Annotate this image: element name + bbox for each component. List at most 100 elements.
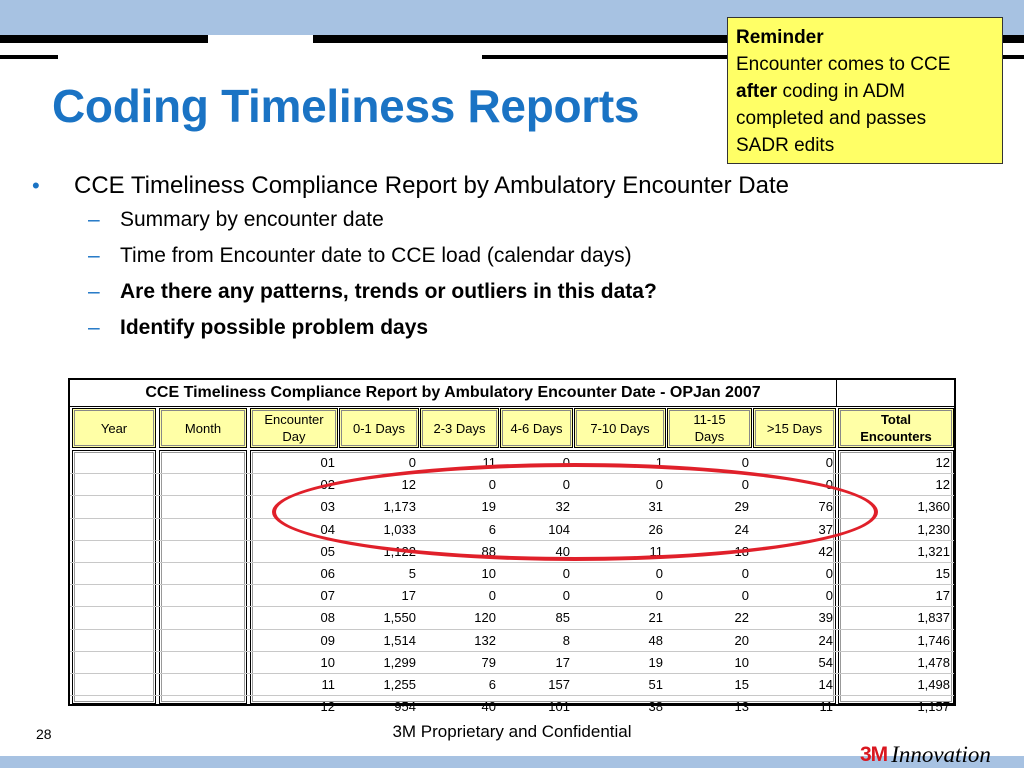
header-year: Year	[72, 408, 156, 448]
total-column-frame	[838, 450, 954, 704]
cell-15plus-days: 24	[818, 632, 833, 648]
table-row: 07 17 0 0 0 0 0 17	[70, 585, 954, 608]
cell-total-encounters: 12	[935, 455, 950, 470]
cell-11-15-days: 20	[734, 632, 749, 648]
cell-4-6-days: 157	[548, 676, 570, 692]
bullet-list: • CCE Timeliness Compliance Report by Am…	[30, 170, 990, 346]
bullet-main-text: CCE Timeliness Compliance Report by Ambu…	[74, 172, 789, 199]
header-0-1-days: 0-1 Days	[339, 408, 419, 448]
sub-bullet: – Summary by encounter date	[30, 202, 990, 238]
cell-4-6-days: 8	[562, 632, 570, 648]
cell-4-6-days: 85	[555, 610, 570, 626]
reminder-callout: Reminder Encounter comes to CCE after co…	[727, 17, 1003, 164]
cell-total-encounters: 1,837	[917, 610, 950, 626]
cell-7-10-days: 19	[648, 654, 663, 670]
values-column-frame	[250, 450, 836, 704]
reminder-title: Reminder	[736, 27, 824, 48]
cell-11-15-days: 0	[741, 565, 749, 581]
reminder-line-rest: coding in ADM	[777, 81, 905, 102]
cell-total-encounters: 17	[935, 588, 950, 604]
bullet-dot-icon: •	[32, 173, 40, 198]
cell-0-1-days: 954	[394, 699, 416, 715]
cell-total-encounters: 15	[935, 565, 950, 581]
report-title-blank-cell	[837, 380, 954, 406]
cell-0-1-days: 1,550	[383, 610, 416, 626]
cell-0-1-days: 17	[401, 588, 416, 604]
cell-total-encounters: 12	[935, 477, 950, 493]
cell-7-10-days: 51	[648, 676, 663, 692]
header-15plus-days: >15 Days	[753, 408, 836, 448]
cell-15plus-days: 54	[818, 654, 833, 670]
header-total-line2: Encounters	[860, 429, 932, 444]
sub-bullet-text: Identify possible problem days	[120, 316, 429, 339]
cell-2-3-days: 79	[481, 654, 496, 670]
year-column-frame	[72, 450, 156, 704]
reminder-bold-word: after	[736, 81, 778, 102]
cell-11-15-days: 13	[734, 699, 749, 715]
cell-0-1-days: 1,255	[383, 676, 416, 692]
cell-15plus-days: 14	[818, 676, 833, 692]
table-row: 12 954 40 101 38 13 11 1,157	[70, 696, 954, 717]
header-encounter-day-line1: Encounter	[264, 412, 324, 427]
cell-11-15-days: 0	[741, 455, 749, 470]
cell-total-encounters: 1,746	[917, 632, 950, 648]
cell-15plus-days: 42	[818, 543, 833, 559]
footer-confidential: 3M Proprietary and Confidential	[392, 722, 632, 741]
logo-text: Innovation	[891, 742, 991, 767]
cell-2-3-days: 10	[481, 565, 496, 581]
header-encounter-day-line2: Day	[282, 429, 306, 444]
report-title: CCE Timeliness Compliance Report by Ambu…	[70, 380, 837, 406]
cell-total-encounters: 1,321	[917, 543, 950, 559]
sub-bullet-text: Are there any patterns, trends or outlie…	[120, 280, 657, 303]
sub-bullet: – Time from Encounter date to CCE load (…	[30, 238, 990, 274]
bullet-main: • CCE Timeliness Compliance Report by Am…	[30, 170, 990, 202]
cell-15plus-days: 0	[825, 588, 833, 604]
cell-15plus-days: 0	[825, 455, 833, 470]
top-rule	[0, 55, 58, 59]
sub-bullet-text: Summary by encounter date	[120, 208, 384, 231]
cell-4-6-days: 0	[562, 565, 570, 581]
cell-encounter-day: 12	[320, 699, 335, 715]
cell-encounter-day: 06	[320, 565, 335, 581]
cell-encounter-day: 07	[320, 588, 335, 604]
cell-total-encounters: 1,498	[917, 676, 950, 692]
header-2-3-days: 2-3 Days	[420, 408, 499, 448]
table-row: 10 1,299 79 17 19 10 54 1,478	[70, 652, 954, 674]
cell-15plus-days: 39	[818, 610, 833, 626]
cell-4-6-days: 101	[548, 699, 570, 715]
cell-0-1-days: 1,299	[383, 654, 416, 670]
cell-15plus-days: 11	[819, 699, 834, 715]
cell-encounter-day: 01	[320, 455, 335, 470]
cell-2-3-days: 0	[488, 588, 496, 604]
dash-icon: –	[88, 244, 100, 267]
header-encounter-day: Encounter Day	[250, 408, 338, 448]
bottom-band	[0, 756, 1024, 768]
table-row: 09 1,514 132 8 48 20 24 1,746	[70, 630, 954, 652]
header-11-15-days: 11-15 Days	[667, 408, 752, 448]
cell-2-3-days: 6	[488, 676, 496, 692]
dash-icon: –	[88, 280, 100, 303]
cell-0-1-days: 5	[408, 565, 416, 581]
reminder-line: completed and passes	[736, 108, 927, 129]
cell-15plus-days: 0	[825, 565, 833, 581]
cell-total-encounters: 1,478	[917, 654, 950, 670]
cell-encounter-day: 08	[320, 610, 335, 626]
header-11-15-line2: Days	[694, 429, 725, 444]
cell-0-1-days: 0	[408, 455, 416, 470]
header-11-15-line1: 11-15	[693, 412, 726, 427]
cell-11-15-days: 0	[741, 588, 749, 604]
page-number: 28	[36, 726, 52, 742]
cell-7-10-days: 0	[655, 565, 663, 581]
slide-title: Coding Timeliness Reports	[52, 80, 640, 132]
sub-bullet: – Identify possible problem days	[30, 310, 990, 346]
cell-11-15-days: 22	[734, 610, 749, 626]
cell-total-encounters: 1,230	[917, 521, 950, 537]
table-row: 06 5 10 0 0 0 0 15	[70, 563, 954, 586]
top-rule	[313, 35, 1024, 43]
header-total-encounters: Total Encounters	[838, 408, 954, 448]
sub-bullet: – Are there any patterns, trends or outl…	[30, 274, 990, 310]
cell-encounter-day: 05	[320, 543, 335, 559]
3m-logo: 3M Innovation	[860, 742, 991, 768]
cell-11-15-days: 10	[734, 654, 749, 670]
cell-total-encounters: 1,157	[917, 699, 950, 715]
